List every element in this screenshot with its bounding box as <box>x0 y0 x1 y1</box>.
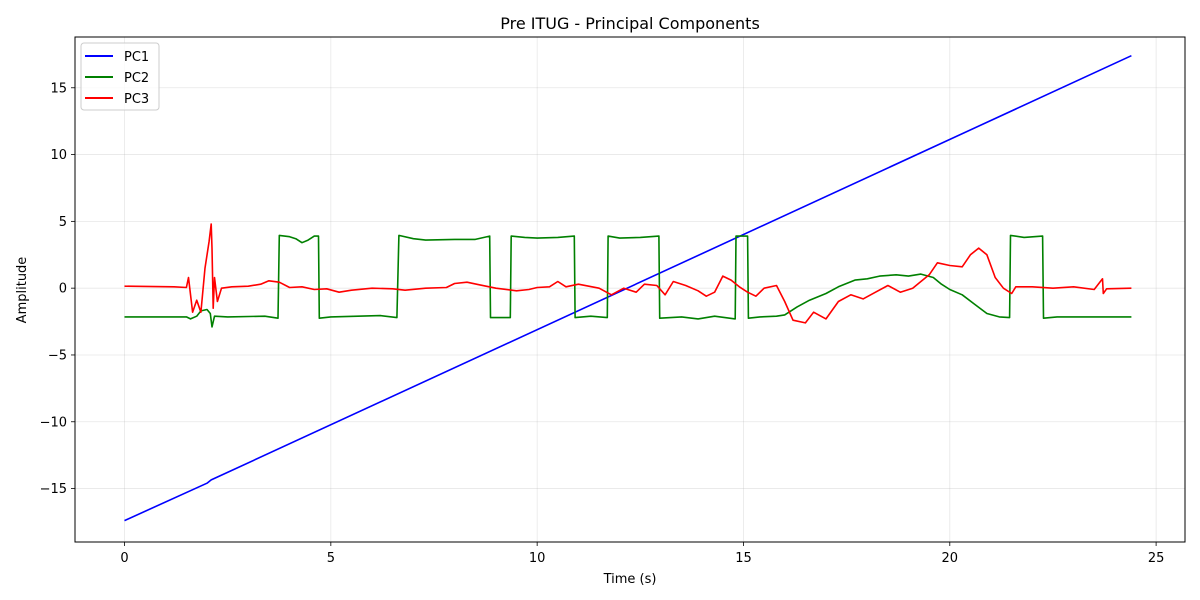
x-tick-label: 15 <box>735 551 752 566</box>
y-tick-label: 15 <box>50 81 67 96</box>
y-tick-label: −10 <box>40 415 67 430</box>
legend-label-pc2: PC2 <box>124 71 149 86</box>
grid <box>75 37 1185 542</box>
y-tick-label: 10 <box>50 148 67 163</box>
x-axis-label: Time (s) <box>603 572 657 587</box>
y-axis-label: Amplitude <box>15 257 30 324</box>
y-axis: −15 −10 −5 0 5 10 15 <box>40 81 75 497</box>
x-tick-label: 0 <box>120 551 128 566</box>
legend-label-pc3: PC3 <box>124 92 149 107</box>
series-line-pc3 <box>124 223 1132 324</box>
series-line-pc1 <box>124 54 1132 522</box>
chart-title: Pre ITUG - Principal Components <box>500 14 760 33</box>
axes-frame <box>74 36 1186 543</box>
series-layer <box>124 54 1132 522</box>
series-line-pc2 <box>124 234 1132 328</box>
x-tick-label: 5 <box>327 551 335 566</box>
y-tick-label: −5 <box>48 348 67 363</box>
y-tick-label: 0 <box>59 282 67 297</box>
legend: PC1 PC2 PC3 <box>80 42 160 111</box>
x-tick-label: 25 <box>1148 551 1165 566</box>
y-tick-label: 5 <box>59 215 67 230</box>
y-tick-label: −15 <box>40 482 67 497</box>
legend-label-pc1: PC1 <box>124 50 149 65</box>
legend-box <box>80 42 160 111</box>
x-tick-label: 10 <box>529 551 546 566</box>
x-tick-label: 20 <box>942 551 959 566</box>
x-axis: 0 5 10 15 20 25 <box>120 542 1164 566</box>
